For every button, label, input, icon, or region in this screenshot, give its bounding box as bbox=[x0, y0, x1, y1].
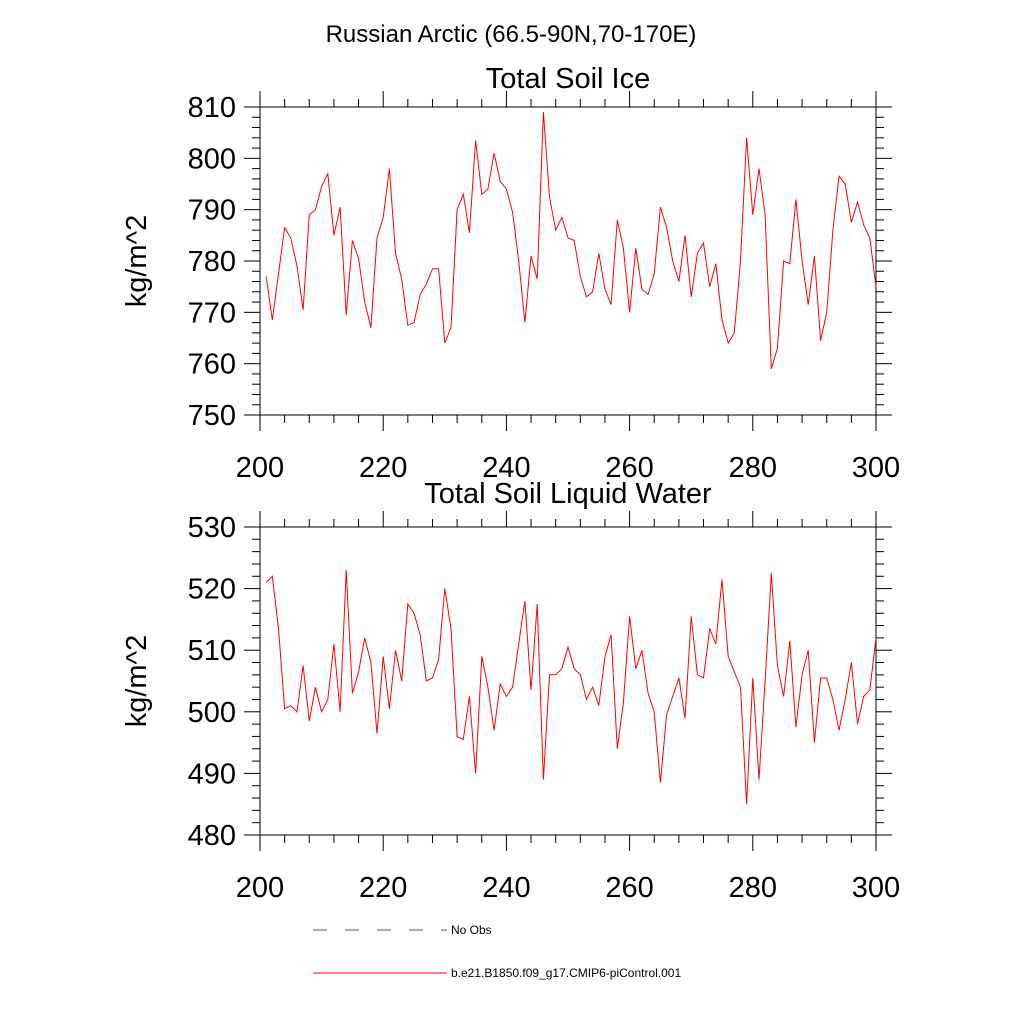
x-tick-label: 220 bbox=[359, 452, 407, 484]
y-tick-label: 780 bbox=[188, 246, 236, 278]
main-title: Russian Arctic (66.5-90N,70-170E) bbox=[326, 21, 697, 48]
y-axis-label: kg/m^2 bbox=[121, 635, 153, 728]
y-tick-label: 770 bbox=[188, 297, 236, 329]
x-tick-label: 200 bbox=[236, 872, 284, 904]
x-tick-label: 240 bbox=[482, 872, 530, 904]
y-tick-label: 800 bbox=[188, 143, 236, 175]
y-axis-label: kg/m^2 bbox=[121, 215, 153, 308]
series-line bbox=[265, 570, 877, 805]
x-tick-label: 260 bbox=[605, 452, 653, 484]
x-tick-label: 300 bbox=[852, 452, 900, 484]
panel-total-soil-liquid-water: Total Soil Liquid Water kg/m^2 200 220 240 26… bbox=[121, 478, 900, 904]
y-tick-label: 790 bbox=[188, 195, 236, 227]
x-tick-label: 300 bbox=[852, 872, 900, 904]
plot-frame bbox=[259, 526, 877, 836]
panel-total-soil-ice: Total Soil Ice kg/m^2 200 220 240 260 280 300 75… bbox=[121, 63, 900, 484]
x-tick-label: 200 bbox=[236, 452, 284, 484]
y-tick-label: 760 bbox=[188, 349, 236, 381]
y-tick-label: 750 bbox=[188, 400, 236, 432]
y-tick-label: 490 bbox=[188, 758, 236, 790]
y-tick-label: 510 bbox=[188, 635, 236, 667]
x-tick-label: 280 bbox=[729, 452, 777, 484]
y-tick-label: 500 bbox=[188, 697, 236, 729]
legend-label-model: b.e21.B1850.f09_g17.CMIP6-piControl.001 bbox=[451, 966, 681, 980]
panel-title: Total Soil Ice bbox=[486, 63, 650, 95]
y-tick-label: 520 bbox=[188, 574, 236, 606]
panel-title: Total Soil Liquid Water bbox=[424, 478, 712, 510]
x-tick-label: 280 bbox=[729, 872, 777, 904]
x-tick-label: 220 bbox=[359, 872, 407, 904]
legend-label-no-obs: No Obs bbox=[451, 923, 492, 937]
series-line bbox=[265, 112, 877, 369]
y-tick-label: 480 bbox=[188, 820, 236, 852]
x-tick-label: 260 bbox=[605, 872, 653, 904]
y-tick-label: 530 bbox=[188, 512, 236, 544]
y-tick-label: 810 bbox=[188, 92, 236, 124]
x-tick-label: 240 bbox=[482, 452, 530, 484]
legend: No Obs b.e21.B1850.f09_g17.CMIP6-piContr… bbox=[313, 923, 681, 980]
